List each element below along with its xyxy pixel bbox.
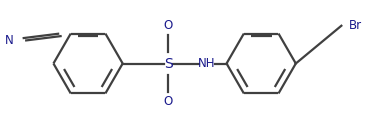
- Text: O: O: [164, 95, 173, 108]
- Text: S: S: [164, 57, 173, 70]
- Text: Br: Br: [349, 19, 362, 32]
- Text: O: O: [164, 19, 173, 32]
- Text: NH: NH: [198, 57, 215, 70]
- Text: N: N: [5, 34, 14, 47]
